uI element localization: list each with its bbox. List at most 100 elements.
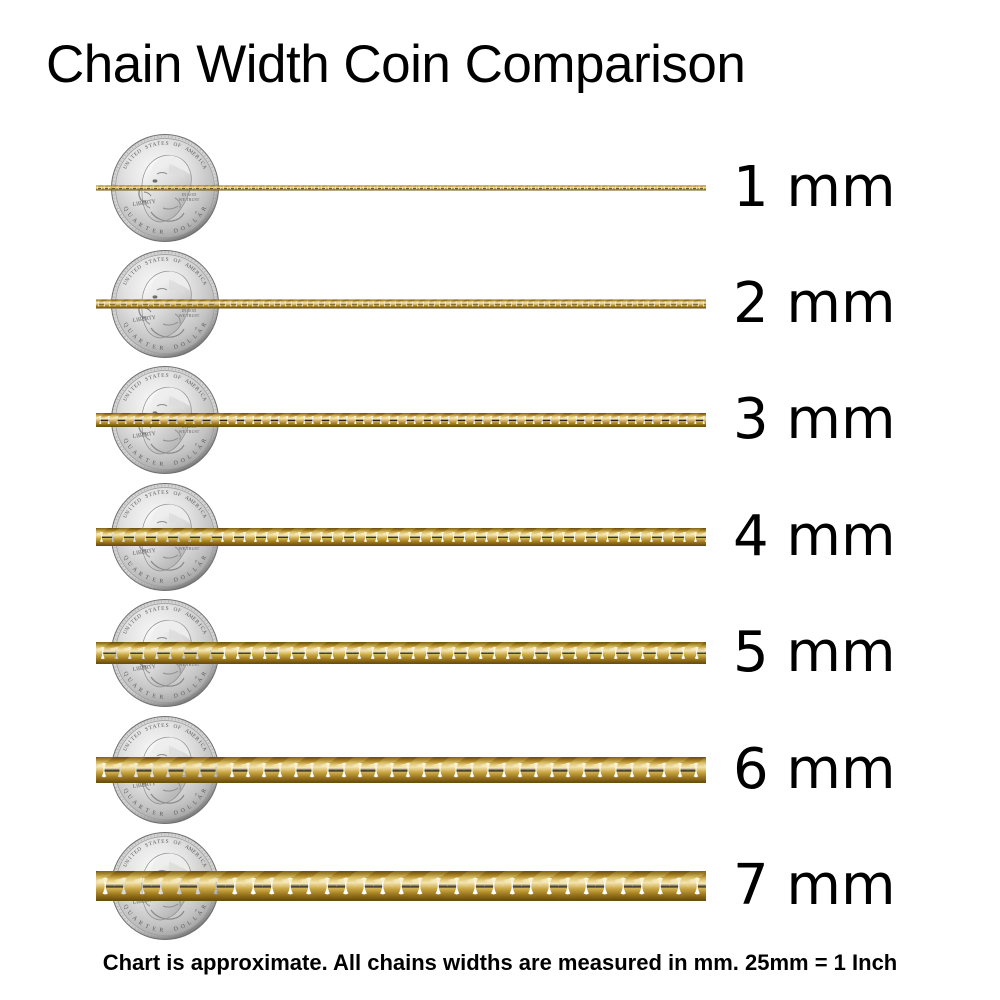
svg-text:A: A (201, 280, 208, 286)
svg-text:F: F (177, 725, 182, 732)
svg-text:T: T (130, 851, 137, 858)
svg-text:R: R (159, 812, 163, 818)
svg-text:T: T (144, 691, 150, 698)
svg-text:L: L (187, 920, 194, 927)
svg-text:A: A (201, 629, 208, 635)
svg-text:A: A (201, 746, 208, 752)
svg-text:R: R (159, 230, 163, 236)
svg-text:S: S (165, 839, 168, 845)
svg-text:O: O (180, 457, 186, 464)
svg-text:A: A (152, 607, 157, 614)
svg-text:R: R (137, 571, 144, 578)
svg-text:A: A (197, 676, 205, 684)
svg-text:T: T (144, 458, 150, 465)
chain-width-label: 4 mm (733, 504, 896, 569)
svg-text:E: E (151, 228, 156, 235)
gold-curb-chain (96, 185, 706, 191)
svg-text:Q: Q (122, 322, 130, 329)
svg-text:T: T (157, 839, 162, 846)
svg-text:D: D (173, 460, 179, 467)
svg-text:U: U (126, 910, 134, 918)
svg-text:A: A (184, 146, 190, 153)
svg-text:T: T (157, 606, 162, 613)
svg-text:A: A (201, 396, 208, 402)
svg-text:E: E (161, 723, 165, 729)
svg-text:O: O (173, 258, 178, 265)
svg-text:R: R (159, 928, 163, 934)
svg-text:L: L (192, 449, 199, 456)
svg-text:R: R (193, 270, 200, 277)
svg-text:R: R (201, 555, 208, 561)
svg-text:L: L (187, 222, 194, 229)
svg-text:T: T (144, 808, 150, 815)
svg-text:LIBERTY: LIBERTY (132, 664, 156, 673)
svg-text:O: O (180, 690, 186, 697)
svg-text:L: L (187, 571, 194, 578)
svg-text:L: L (192, 682, 199, 689)
svg-text:S: S (165, 257, 168, 263)
svg-text:S: S (165, 606, 168, 612)
svg-text:O: O (173, 724, 178, 731)
svg-text:R: R (137, 222, 144, 229)
svg-text:I: I (197, 856, 203, 861)
svg-text:U: U (122, 629, 129, 635)
gold-curb-chain (96, 642, 706, 664)
svg-text:N: N (124, 509, 131, 516)
svg-text:R: R (137, 920, 144, 927)
svg-text:A: A (131, 333, 139, 341)
svg-text:E: E (161, 257, 165, 263)
svg-text:S: S (144, 842, 149, 849)
footer-note: Chart is approximate. All chains widths … (102, 950, 898, 975)
svg-text:I: I (197, 274, 203, 279)
svg-text:O: O (180, 225, 186, 232)
svg-text:L: L (187, 687, 194, 694)
svg-text:A: A (197, 793, 205, 801)
svg-text:R: R (201, 788, 208, 794)
svg-text:R: R (159, 346, 163, 352)
svg-text:M: M (187, 264, 195, 272)
svg-text:E: E (151, 460, 156, 467)
svg-text:I: I (128, 507, 134, 512)
svg-text:E: E (161, 373, 165, 379)
svg-text:M: M (187, 497, 195, 505)
svg-text:O: O (180, 923, 186, 930)
svg-text:I: I (197, 390, 203, 395)
svg-text:P: P (195, 559, 198, 564)
svg-text:E: E (161, 490, 165, 496)
svg-text:D: D (136, 613, 143, 620)
svg-text:R: R (159, 695, 163, 701)
svg-text:P: P (195, 792, 198, 797)
svg-text:O: O (180, 341, 186, 348)
svg-text:S: S (165, 490, 168, 496)
svg-text:R: R (193, 503, 200, 510)
svg-text:O: O (173, 142, 178, 149)
svg-text:O: O (173, 491, 178, 498)
svg-text:M: M (187, 148, 195, 156)
svg-text:I: I (197, 623, 203, 628)
svg-text:WE TRUST: WE TRUST (179, 662, 200, 667)
svg-text:U: U (126, 794, 134, 802)
svg-text:R: R (159, 462, 163, 468)
svg-text:A: A (152, 724, 157, 731)
svg-text:S: S (144, 726, 149, 733)
svg-text:Q: Q (122, 206, 130, 213)
svg-text:T: T (148, 259, 154, 266)
svg-text:R: R (137, 454, 144, 461)
svg-text:R: R (201, 322, 208, 328)
svg-text:A: A (201, 862, 208, 868)
svg-text:A: A (201, 164, 208, 170)
svg-text:D: D (136, 380, 143, 387)
svg-text:R: R (193, 736, 200, 743)
svg-text:T: T (157, 373, 162, 380)
svg-text:D: D (173, 577, 179, 584)
svg-text:I: I (128, 623, 134, 628)
chain-width-label: 5 mm (733, 620, 896, 685)
svg-text:S: S (144, 493, 149, 500)
svg-text:P: P (195, 908, 198, 913)
svg-text:A: A (131, 217, 139, 225)
svg-text:E: E (191, 849, 198, 856)
svg-text:E: E (151, 693, 156, 700)
svg-text:A: A (184, 495, 190, 502)
